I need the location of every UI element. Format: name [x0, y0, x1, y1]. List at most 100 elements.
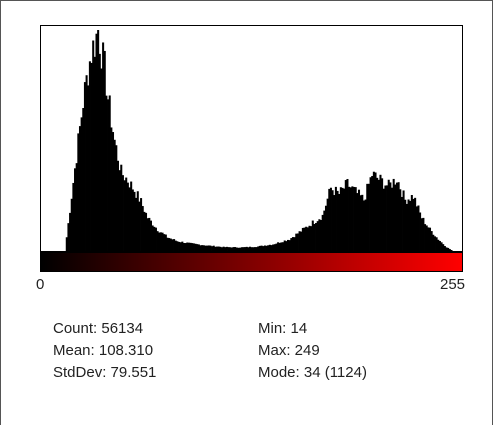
histogram-bin [450, 250, 453, 251]
histogram-bin [146, 218, 149, 251]
histogram-bin [316, 221, 319, 251]
histogram-bin [265, 245, 268, 251]
histogram-bin [324, 205, 328, 251]
histogram-bin [189, 242, 192, 251]
histogram-bin [173, 239, 176, 251]
histogram-bin [371, 175, 374, 251]
histogram-bin [308, 225, 311, 251]
histogram-bin [178, 241, 181, 251]
histogram-bin [258, 245, 261, 251]
histogram-bin [420, 218, 423, 251]
histogram-bin [102, 42, 105, 251]
histogram-bin [407, 199, 410, 251]
histogram-bin [72, 182, 75, 251]
histogram-bin [339, 187, 342, 251]
histogram-bin [301, 227, 304, 251]
histogram-bin [285, 241, 288, 251]
histogram-bin [328, 188, 331, 251]
histogram-bin [392, 178, 395, 251]
histogram-bin [222, 246, 225, 251]
histogram-bin [65, 237, 68, 251]
histogram-bin [149, 220, 152, 251]
histogram-bin [197, 244, 200, 251]
histogram-bin [97, 30, 100, 251]
histogram-bin [333, 195, 336, 251]
histogram-bin [361, 194, 364, 251]
histogram-bin [377, 179, 380, 251]
histogram-bin [224, 247, 227, 251]
histogram-bin [296, 233, 299, 251]
histogram-bin [103, 50, 106, 251]
histogram-bin [145, 212, 148, 251]
histogram-bin [135, 197, 138, 251]
histogram-bin [374, 172, 377, 251]
histogram-bin [262, 246, 265, 251]
histogram-bin [257, 246, 260, 251]
histogram-bin [326, 198, 329, 251]
histogram-bin [107, 99, 110, 251]
histogram-bin [225, 246, 228, 251]
histogram-bin [311, 220, 314, 251]
histogram-bin [278, 242, 281, 251]
histogram-bin [410, 195, 413, 251]
stats-column-right: Min: 14 Max: 249 Mode: 34 (1124) [258, 318, 367, 384]
stat-min: Min: 14 [258, 320, 308, 337]
histogram-bin [395, 182, 398, 251]
histogram-bin [239, 247, 242, 251]
histogram-bin [415, 206, 418, 251]
lut-gradient-bar [40, 252, 463, 272]
histogram-bin [169, 238, 172, 251]
histogram-bin [250, 247, 253, 251]
histogram-bin [303, 227, 306, 251]
histogram-bin [90, 62, 93, 251]
histogram-chart [65, 30, 453, 251]
histogram-bin [293, 237, 296, 251]
histogram-bin [438, 240, 441, 251]
histogram-bin [288, 240, 291, 251]
histogram-bin [82, 108, 85, 251]
histogram-bin [116, 160, 119, 251]
histogram-bin [201, 245, 204, 251]
histogram-bin [367, 183, 370, 251]
histogram-bin [126, 182, 129, 251]
histogram-bin [428, 227, 432, 251]
histogram-bin [448, 249, 451, 251]
histogram-bin [331, 190, 334, 251]
histogram-bin [379, 174, 382, 251]
histogram-bin [209, 245, 212, 251]
histogram-bin [211, 246, 214, 251]
histogram-bin [321, 214, 324, 251]
histogram-bin [432, 234, 435, 251]
histogram-bin [400, 196, 403, 251]
histogram-bin [357, 189, 361, 251]
histogram-bin [92, 40, 95, 251]
histogram-bin [120, 164, 123, 251]
histogram-bin [182, 242, 186, 251]
histogram-bin [141, 206, 144, 251]
histogram-bin [394, 184, 397, 251]
histogram-bin [405, 203, 408, 251]
x-min-label: 0 [36, 276, 45, 293]
histogram-bin [397, 182, 400, 251]
histogram-bin [138, 201, 141, 251]
histogram-bin [273, 244, 276, 251]
histogram-bin [212, 245, 215, 251]
histogram-bin [310, 226, 313, 251]
histogram-bin [237, 247, 240, 251]
histogram-bin [181, 241, 184, 251]
histogram-bin [263, 245, 266, 251]
histogram-bin [176, 241, 179, 251]
histogram-bin [164, 234, 167, 251]
histogram-bin [136, 191, 139, 251]
histogram-bin [305, 226, 308, 251]
stat-stddev: StdDev: 79.551 [53, 364, 157, 381]
histogram-bin [300, 231, 303, 251]
histogram-bin [118, 170, 121, 251]
histogram-bin [234, 247, 237, 251]
histogram-bin [179, 242, 182, 251]
histogram-bin [384, 185, 387, 251]
histogram-bin [232, 247, 235, 251]
histogram-bin [287, 239, 290, 251]
histogram-bin [338, 193, 341, 251]
histogram-bin [78, 126, 82, 251]
